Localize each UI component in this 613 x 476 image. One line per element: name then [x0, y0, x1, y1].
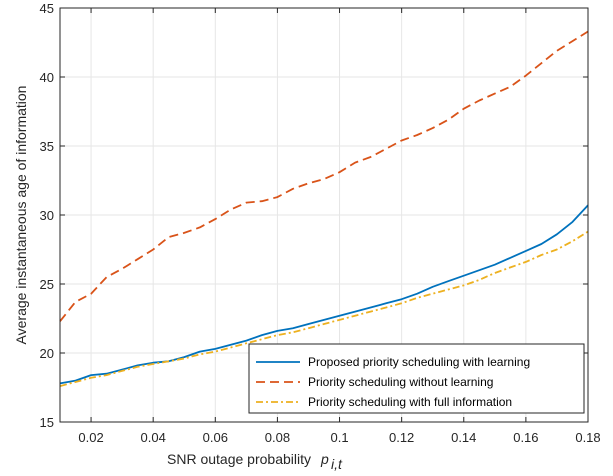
series-line-2	[59, 30, 589, 322]
y-tick-label: 45	[40, 1, 54, 16]
x-tick-label: 0.08	[265, 430, 290, 445]
x-tick-label: 0.06	[203, 430, 228, 445]
x-axis-subscript: i,t	[331, 456, 343, 472]
series-layer	[59, 30, 589, 387]
y-tick-label: 15	[40, 415, 54, 430]
x-tick-labels: 0.02 0.04 0.06 0.08 0.1 0.12 0.14 0.16 0.18	[78, 430, 600, 445]
x-tick-label: 0.14	[451, 430, 476, 445]
x-tick-label: 0.18	[575, 430, 600, 445]
series-line-1	[59, 204, 589, 385]
y-tick-label: 35	[40, 139, 54, 154]
x-tick-label: 0.1	[330, 430, 348, 445]
y-tick-label: 30	[40, 208, 54, 223]
legend-box	[248, 343, 585, 414]
x-tick-label: 0.04	[141, 430, 166, 445]
x-tick-label: 0.12	[389, 430, 414, 445]
legend-label-2: Priority scheduling without learning	[308, 375, 493, 389]
x-tick-label: 0.02	[78, 430, 103, 445]
y-axis-label: Average instantaneous age of information	[13, 86, 29, 345]
legend-label-3: Priority scheduling with full informatio…	[308, 395, 512, 409]
x-axis-symbol: p	[320, 451, 329, 467]
legend: Proposed priority scheduling with learni…	[248, 343, 585, 414]
y-tick-labels: 15 20 25 30 35 40 45	[40, 1, 54, 430]
series-line-3	[59, 230, 589, 387]
y-tick-label: 20	[40, 346, 54, 361]
x-tick-label: 0.16	[513, 430, 538, 445]
y-tick-label: 40	[40, 70, 54, 85]
y-tick-label: 25	[40, 277, 54, 292]
x-axis-label: SNR outage probability	[167, 451, 311, 467]
ticks	[60, 7, 589, 423]
legend-label-1: Proposed priority scheduling with learni…	[308, 355, 530, 369]
